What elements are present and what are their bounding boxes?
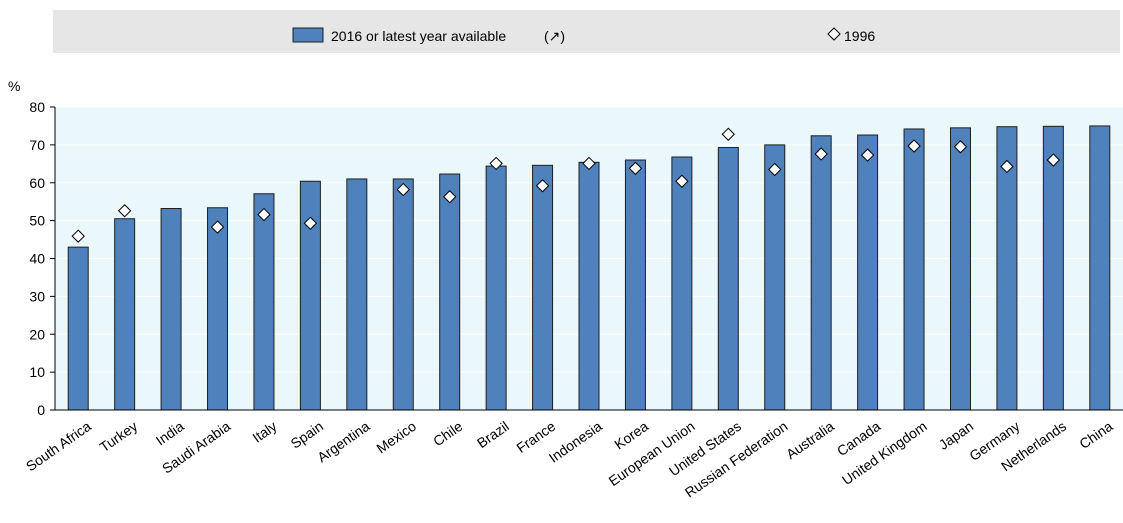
bar-united-states [717, 147, 739, 411]
marker-1996-netherlands [1046, 153, 1061, 167]
bar-japan [949, 127, 971, 411]
y-tick-label: 0 [37, 402, 45, 418]
y-tick-label: 30 [29, 288, 45, 304]
x-tick-label: Brazil [474, 418, 512, 451]
bar-south-africa [67, 246, 89, 411]
legend-bar-label: 2016 or latest year available [331, 28, 506, 44]
legend-marker-label: 1996 [844, 28, 875, 44]
marker-1996-germany [1000, 159, 1014, 174]
marker-1996-canada [860, 148, 875, 162]
bar-brazil [485, 165, 507, 411]
bars [67, 125, 1111, 411]
x-tick-label: China [1076, 418, 1115, 452]
bar-united-kingdom [903, 128, 925, 411]
marker-1996-chile [442, 190, 457, 204]
x-tick-label: India [153, 418, 187, 449]
bar-european-union [671, 156, 693, 411]
bar-korea [624, 159, 646, 411]
marker-1996-united-kingdom [907, 139, 921, 153]
x-tick-label: Argentina [314, 418, 372, 466]
y-tick-label: 80 [29, 99, 45, 115]
bar-italy [253, 193, 275, 411]
marker-1996-saudi-arabia [210, 220, 225, 234]
legend-bar-label-suffix: (↗) [544, 28, 565, 44]
x-tick-label: Indonesia [546, 418, 605, 466]
bar-chile [439, 173, 461, 411]
bar-russian-federation [764, 144, 786, 411]
bar-turkey [114, 218, 136, 411]
x-tick-label: Italy [249, 418, 279, 446]
marker-1996-japan [953, 140, 968, 154]
bar-indonesia [578, 161, 600, 411]
x-tick-label: Mexico [373, 418, 419, 457]
marker-1996-united-states [721, 127, 736, 141]
y-tick-label: 70 [29, 137, 45, 153]
legend-background [53, 10, 1120, 53]
bar-canada [857, 134, 879, 411]
x-tick-label: Australia [783, 418, 837, 462]
legend: 2016 or latest year available (↗) 1996 [53, 10, 1120, 53]
bar-australia [810, 135, 832, 411]
marker-1996-mexico [396, 182, 410, 197]
x-tick-label: United Kingdom [839, 418, 930, 488]
marker-1996-turkey [117, 204, 132, 218]
x-tick-label: Spain [288, 418, 327, 452]
bar-france [532, 164, 554, 411]
y-tick-label: 50 [29, 213, 45, 229]
marker-1996-france [535, 179, 550, 193]
x-tick-label: South Africa [23, 418, 94, 475]
y-tick-label: 40 [29, 251, 45, 267]
marker-1996-korea [628, 161, 643, 176]
bar-india [160, 208, 182, 411]
marker-1996-australia [814, 147, 828, 161]
bar-netherlands [1042, 125, 1064, 411]
marker-1996-spain [303, 216, 318, 230]
y-axis-ticks: 0 10 20 30 40 50 60 70 80 [29, 99, 55, 418]
bar-argentina [346, 178, 368, 411]
bar-saudi-arabia [207, 207, 229, 411]
marker-1996-indonesia [582, 156, 596, 171]
bar-mexico [392, 178, 414, 411]
y-axis-unit-label: % [8, 78, 20, 94]
y-tick-label: 60 [29, 175, 45, 191]
marker-1996-european-union [675, 174, 689, 188]
x-tick-label: Turkey [97, 418, 141, 455]
y-tick-label: 20 [29, 326, 45, 342]
bar-china [1089, 125, 1111, 411]
marker-1996-italy [257, 207, 271, 222]
x-tick-label: Chile [430, 418, 465, 450]
marker-1996-south-africa [71, 229, 85, 243]
legend-marker-diamond [827, 27, 841, 41]
markers-1996 [71, 127, 1061, 243]
legend-bar-swatch [292, 27, 324, 43]
y-tick-label: 10 [29, 364, 45, 380]
marker-1996-russian-federation [768, 162, 782, 177]
bar-spain [299, 180, 321, 411]
marker-1996-brazil [489, 156, 503, 171]
